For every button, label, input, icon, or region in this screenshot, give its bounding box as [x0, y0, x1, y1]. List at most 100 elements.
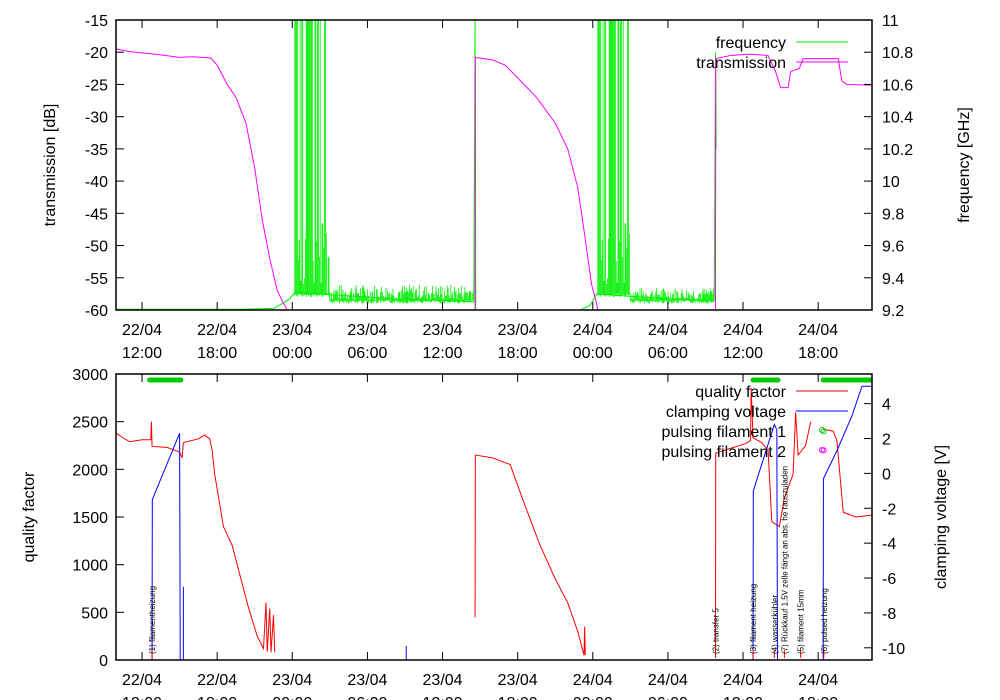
x-tick-date: 24/04 — [573, 322, 613, 339]
x-tick-date: 24/04 — [573, 672, 613, 689]
y-tick-label: -30 — [85, 110, 108, 127]
x-tick-time: 00:00 — [272, 695, 312, 700]
legend-label-clamping-voltage: clamping voltage — [666, 404, 786, 421]
y-tick-label: 1500 — [72, 510, 108, 527]
y-tick-label: -15 — [85, 13, 108, 30]
legend-label-frequency: frequency — [716, 35, 786, 52]
x-tick-time: 12:00 — [122, 345, 162, 362]
legend-label-quality-factor: quality factor — [695, 384, 786, 401]
y2-tick-label: -4 — [882, 536, 896, 553]
x-tick-date: 23/04 — [272, 672, 312, 689]
transmission-line — [714, 53, 872, 310]
y2-tick-label: 2 — [882, 432, 891, 449]
x-tick-time: 06:00 — [347, 345, 387, 362]
y2-tick-label: 10 — [882, 174, 900, 191]
x-tick-date: 23/04 — [423, 672, 463, 689]
legend-bottom: quality factor clamping voltage pulsing … — [661, 384, 848, 461]
y-tick-label: -40 — [85, 174, 108, 191]
x-tick-time: 06:00 — [648, 695, 688, 700]
legend-marker-pulsing-filament-1 — [819, 427, 825, 433]
x-tick-time: 12:00 — [423, 695, 463, 700]
x-tick-date: 24/04 — [798, 672, 838, 689]
x-tick-time: 12:00 — [122, 695, 162, 700]
legend-label-pulsing-filament-1: pulsing filament 1 — [661, 424, 786, 441]
annotation-label: (3) filament heizung — [749, 584, 758, 654]
quality-factor-line — [116, 421, 276, 653]
x-tick-time: 18:00 — [498, 345, 538, 362]
x-tick-date: 22/04 — [197, 672, 237, 689]
x-tick-time: 12:00 — [423, 345, 463, 362]
x-tick-time: 18:00 — [498, 695, 538, 700]
x-tick-date: 24/04 — [723, 322, 763, 339]
x-tick-date: 24/04 — [798, 322, 838, 339]
x-tick-date: 24/04 — [648, 672, 688, 689]
y2-tick-label: -2 — [882, 501, 896, 518]
top-y2-axis-label: frequency [GHz] — [956, 107, 973, 223]
x-tick-date: 23/04 — [347, 322, 387, 339]
x-tick-date: 22/04 — [122, 672, 162, 689]
y2-tick-label: 10.4 — [882, 110, 913, 127]
x-tick-date: 22/04 — [122, 322, 162, 339]
quality-factor-line — [474, 454, 586, 656]
y-tick-label: 1000 — [72, 558, 108, 575]
y2-tick-label: 10.2 — [882, 142, 913, 159]
y2-tick-label: 4 — [882, 397, 891, 414]
x-tick-time: 18:00 — [798, 345, 838, 362]
x-tick-date: 24/04 — [648, 322, 688, 339]
y-tick-label: -55 — [85, 271, 108, 288]
annotation-label: (7) Rückkauf 1.5V zelle fängt an abs. he… — [780, 466, 789, 654]
clamping-voltage-line — [151, 433, 181, 660]
x-tick-date: 22/04 — [197, 322, 237, 339]
x-tick-time: 00:00 — [272, 345, 312, 362]
x-tick-date: 23/04 — [498, 322, 538, 339]
x-tick-time: 12:00 — [723, 695, 763, 700]
bottom-y2-axis-label: clamping voltage [V] — [933, 445, 950, 589]
y-tick-label: 0 — [99, 653, 108, 670]
quality-factor-line — [714, 388, 812, 658]
y-tick-label: -20 — [85, 45, 108, 62]
legend-marker-pulsing-filament-2 — [819, 447, 825, 453]
x-tick-date: 24/04 — [723, 672, 763, 689]
y2-tick-label: 11 — [882, 13, 899, 30]
y-tick-label: -50 — [85, 239, 108, 256]
y-tick-label: -25 — [85, 77, 108, 94]
x-tick-date: 23/04 — [272, 322, 312, 339]
plot-area-1: (1) filamentheizung (2) transfer 5 (3) fil… — [116, 377, 872, 660]
x-tick-time: 06:00 — [648, 345, 688, 362]
annotation-label: (4) wasserkühler — [770, 595, 779, 654]
x-tick-time: 12:00 — [723, 345, 763, 362]
annotation-label: (6) pulsed heizung — [820, 588, 829, 654]
y2-tick-label: -6 — [882, 571, 896, 588]
x-tick-time: 18:00 — [197, 345, 237, 362]
legend-label-transmission: transmission — [696, 55, 786, 72]
x-tick-time: 00:00 — [573, 695, 613, 700]
legend-label-pulsing-filament-2: pulsing filament 2 — [661, 444, 786, 461]
plot-frame-0 — [115, 19, 873, 311]
y2-tick-label: 10.6 — [882, 77, 913, 94]
clamping-voltage-line — [822, 385, 872, 660]
y2-tick-label: 9.4 — [882, 271, 904, 288]
y-tick-label: -35 — [85, 142, 108, 159]
y2-tick-label: 9.8 — [882, 206, 904, 223]
transmission-line — [474, 56, 599, 310]
bottom-y-axis-label: quality factor — [21, 471, 38, 562]
annotation-label: (2) transfer 5 — [711, 608, 720, 654]
y-tick-label: 2500 — [72, 415, 108, 432]
legend-top: frequency transmission — [696, 35, 848, 72]
x-tick-time: 18:00 — [798, 695, 838, 700]
x-tick-date: 23/04 — [347, 672, 387, 689]
x-tick-time: 06:00 — [347, 695, 387, 700]
y-tick-label: 3000 — [72, 367, 108, 384]
y-tick-label: -45 — [85, 206, 108, 223]
y2-tick-label: -10 — [882, 641, 905, 658]
y2-tick-label: 10.8 — [882, 45, 913, 62]
y-tick-label: -60 — [85, 303, 108, 320]
top-y-axis-label: transmission [dB] — [42, 104, 59, 227]
y2-tick-label: -8 — [882, 606, 896, 623]
annotation-label: (5) filament 15mm — [797, 589, 806, 654]
clamping-voltage-line — [752, 423, 778, 660]
y-tick-label: 500 — [81, 605, 108, 622]
y2-tick-label: 9.2 — [882, 303, 904, 320]
transmission-line — [116, 48, 288, 310]
